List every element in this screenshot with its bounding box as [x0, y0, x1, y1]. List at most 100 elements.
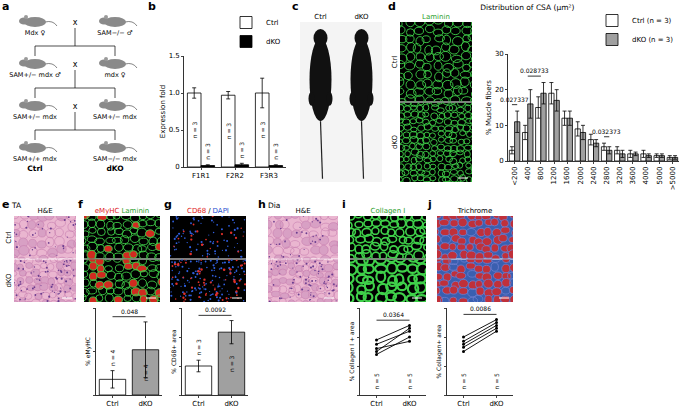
svg-text:0.0092: 0.0092: [205, 306, 226, 313]
svg-text:SAM+/− mdx ♂: SAM+/− mdx ♂: [9, 71, 61, 79]
svg-text:Ctrl: Ctrl: [106, 400, 119, 408]
svg-text:dKO: dKO: [402, 400, 417, 408]
svg-text:n = 3: n = 3: [195, 339, 202, 356]
svg-text:3600: 3600: [629, 167, 637, 185]
svg-text:a: a: [2, 0, 9, 13]
svg-text:dKO: dKO: [138, 400, 153, 408]
svg-text:g: g: [164, 198, 172, 211]
svg-text:2800: 2800: [603, 167, 611, 185]
svg-text:Ctrl: Ctrl: [192, 400, 205, 408]
svg-text:0.027337: 0.027337: [500, 96, 529, 103]
svg-text:e: e: [2, 198, 9, 211]
svg-text:0.028733: 0.028733: [520, 67, 549, 74]
svg-text:mdx ♀: mdx ♀: [104, 71, 125, 79]
svg-text:n = 5: n = 5: [406, 373, 413, 390]
svg-text:2000: 2000: [577, 167, 585, 185]
svg-text:f: f: [78, 198, 83, 211]
svg-text:n = 3: n = 3: [259, 122, 266, 139]
svg-text:Expression fold: Expression fold: [159, 85, 167, 138]
svg-text:dKO: dKO: [5, 273, 13, 288]
svg-text:SAM−/− mdx: SAM−/− mdx: [93, 155, 137, 163]
svg-text:>5000: >5000: [669, 167, 677, 191]
svg-text:dKO: dKO: [489, 400, 504, 408]
svg-text:4000: 4000: [642, 167, 650, 185]
svg-text:% CD68+ area: % CD68+ area: [170, 329, 177, 374]
svg-text:Ctrl: Ctrl: [266, 19, 279, 27]
svg-text:<200: <200: [511, 167, 519, 186]
svg-text:SAM+/− mdx: SAM+/− mdx: [93, 113, 137, 121]
svg-text:2400: 2400: [590, 167, 598, 185]
svg-text:dKO (n = 3): dKO (n = 3): [632, 36, 673, 44]
svg-text:i: i: [342, 198, 346, 211]
svg-text:1.5: 1.5: [169, 52, 180, 60]
svg-text:Ctrl: Ctrl: [314, 13, 327, 21]
svg-text:% eMyHC: % eMyHC: [84, 337, 92, 366]
svg-text:Collagen I: Collagen I: [371, 207, 406, 215]
svg-text:c: c: [292, 0, 299, 13]
svg-text:% Muscle fibers: % Muscle fibers: [485, 80, 493, 135]
svg-text:Distribution of CSA (µm²): Distribution of CSA (µm²): [480, 3, 574, 12]
svg-text:5000: 5000: [656, 167, 664, 185]
svg-text:F2R2: F2R2: [226, 172, 244, 180]
svg-text:0.0086: 0.0086: [470, 305, 491, 312]
svg-text:dKO: dKO: [106, 164, 123, 173]
svg-text:n = 4: n = 4: [142, 364, 149, 381]
svg-text:x: x: [73, 18, 78, 27]
svg-text:Dia: Dia: [268, 201, 280, 210]
svg-text:dKO: dKO: [391, 134, 399, 149]
svg-text:0.048: 0.048: [121, 308, 138, 315]
svg-text:SAM+/− mdx: SAM+/− mdx: [13, 113, 57, 121]
svg-text:Ctrl (n = 3): Ctrl (n = 3): [632, 17, 672, 25]
svg-text:H&E: H&E: [295, 207, 310, 215]
svg-text:x: x: [73, 102, 78, 111]
svg-text:Ctrl: Ctrl: [391, 56, 399, 69]
svg-text:30: 30: [495, 50, 504, 58]
svg-text:d: d: [388, 0, 396, 13]
svg-text:10: 10: [495, 122, 504, 130]
svg-text:SAM−/− ♂: SAM−/− ♂: [97, 29, 132, 37]
svg-text:1200: 1200: [550, 167, 558, 185]
svg-text:TA: TA: [11, 201, 22, 210]
svg-text:x: x: [73, 60, 78, 69]
svg-text:n = 5: n = 5: [460, 373, 467, 390]
svg-text:% Collagen I + area: % Collagen I + area: [348, 321, 356, 381]
svg-text:Ctrl: Ctrl: [27, 164, 42, 173]
svg-text:Ctrl: Ctrl: [370, 400, 383, 408]
svg-text:Laminin: Laminin: [422, 13, 450, 21]
svg-text:eMyHCLaminin: eMyHCLaminin: [95, 207, 149, 215]
svg-text:1.0: 1.0: [169, 89, 180, 97]
svg-text:n = 3: n = 3: [272, 143, 279, 160]
svg-text:400: 400: [524, 167, 532, 180]
svg-text:n = 4: n = 4: [109, 349, 116, 366]
svg-text:0: 0: [499, 157, 503, 165]
svg-text:n = 3: n = 3: [228, 355, 235, 372]
svg-text:dKO: dKO: [224, 400, 239, 408]
svg-text:b: b: [148, 0, 156, 13]
svg-text:Ctrl: Ctrl: [5, 231, 13, 244]
svg-text:H&E: H&E: [37, 207, 52, 215]
svg-text:dKO: dKO: [354, 13, 369, 21]
svg-text:n = 3: n = 3: [225, 123, 232, 140]
svg-text:Mdx ♀: Mdx ♀: [25, 29, 46, 37]
svg-text:0.5: 0.5: [169, 126, 180, 134]
svg-text:800: 800: [537, 167, 545, 180]
svg-text:1600: 1600: [563, 167, 571, 185]
svg-text:20: 20: [495, 86, 504, 94]
svg-text:n = 3: n = 3: [191, 122, 198, 139]
svg-text:0.0364: 0.0364: [383, 311, 404, 318]
svg-text:% Collagen+ area: % Collagen+ area: [435, 324, 443, 378]
svg-text:0.032373: 0.032373: [592, 128, 621, 135]
svg-text:SAM+/+ mdx: SAM+/+ mdx: [13, 155, 57, 163]
svg-text:n = 5: n = 5: [493, 373, 500, 390]
svg-text:h: h: [258, 198, 266, 211]
svg-text:0: 0: [175, 163, 179, 171]
svg-text:CD68/DAPI: CD68/DAPI: [187, 207, 229, 215]
svg-text:n = 5: n = 5: [373, 373, 380, 390]
svg-text:n = 3: n = 3: [204, 143, 211, 160]
svg-text:Trichrome: Trichrome: [457, 207, 493, 215]
svg-text:F3R3: F3R3: [260, 172, 278, 180]
svg-text:j: j: [427, 198, 432, 211]
svg-text:n = 3: n = 3: [238, 142, 245, 159]
svg-text:dKO: dKO: [266, 38, 281, 46]
svg-text:Ctrl: Ctrl: [457, 400, 470, 408]
